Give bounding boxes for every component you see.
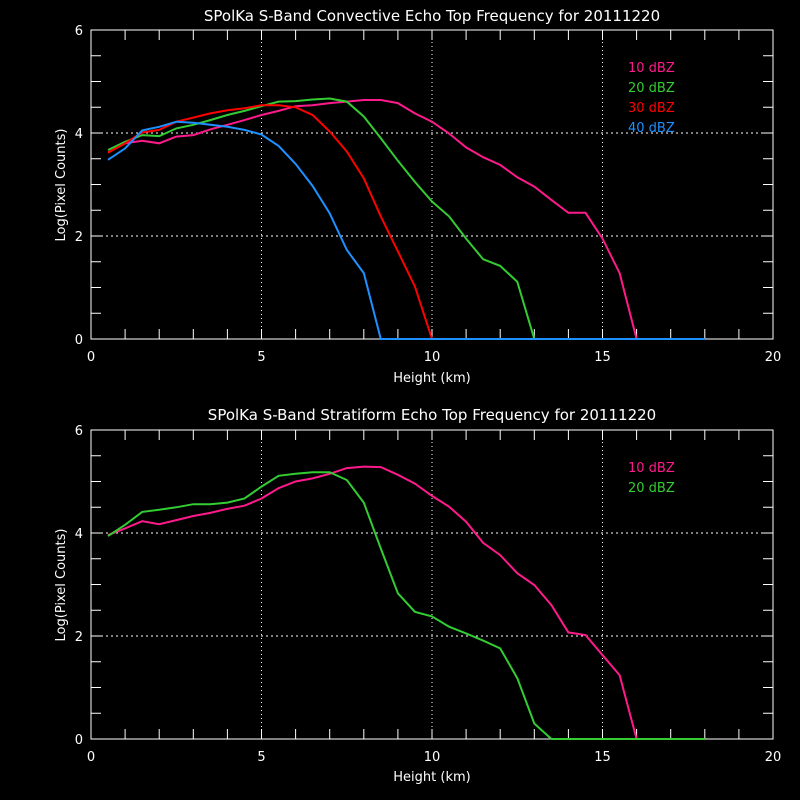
series-line-10-dbz (107, 465, 705, 740)
x-tick-label: 5 (257, 750, 265, 765)
x-tick-label: 10 (424, 350, 441, 365)
series-line-20-dbz (107, 471, 705, 740)
x-tick-label: 5 (257, 350, 265, 365)
y-tick-label: 4 (75, 527, 83, 542)
y-tick-label: 4 (75, 127, 83, 142)
convective-panel: SPolKa S-Band Convective Echo Top Freque… (54, 7, 781, 386)
x-tick-label: 15 (594, 350, 611, 365)
y-tick-label: 2 (75, 630, 83, 645)
y-tick-label: 6 (75, 424, 83, 439)
x-tick-label: 0 (87, 350, 95, 365)
legend-entry: 20 dBZ (628, 481, 675, 496)
x-tick-label: 20 (765, 750, 782, 765)
y-tick-label: 6 (75, 24, 83, 39)
x-tick-label: 15 (594, 750, 611, 765)
series-line-40-dbz (107, 120, 705, 340)
legend-entry: 40 dBZ (628, 121, 675, 136)
chart-title: SPolKa S-Band Convective Echo Top Freque… (204, 7, 660, 25)
y-axis-label: Log(Pixel Counts) (54, 529, 69, 642)
x-tick-label: 0 (87, 750, 95, 765)
x-tick-label: 20 (765, 350, 782, 365)
chart-title: SPolKa S-Band Stratiform Echo Top Freque… (208, 406, 656, 424)
legend-entry: 10 dBZ (628, 461, 675, 476)
x-axis-label: Height (km) (393, 371, 470, 386)
y-axis-label: Log(Pixel Counts) (54, 129, 69, 242)
legend-entry: 10 dBZ (628, 61, 675, 76)
x-axis-label: Height (km) (393, 770, 470, 785)
y-tick-label: 0 (75, 733, 83, 748)
x-tick-label: 10 (424, 750, 441, 765)
y-tick-label: 0 (75, 333, 83, 348)
legend-entry: 20 dBZ (628, 81, 675, 96)
y-tick-label: 2 (75, 230, 83, 245)
stratiform-panel: SPolKa S-Band Stratiform Echo Top Freque… (54, 406, 781, 785)
series-line-10-dbz (107, 99, 705, 340)
legend-entry: 30 dBZ (628, 101, 675, 116)
